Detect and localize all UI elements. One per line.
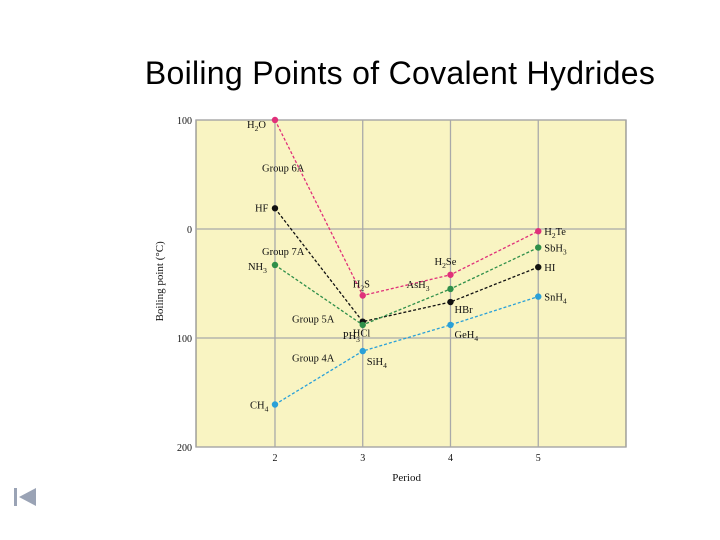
point-label: HF [255, 203, 269, 214]
x-tick-label: 3 [360, 453, 365, 464]
point-label: SiH4​ [367, 357, 387, 370]
point-label: NH3​ [248, 262, 267, 275]
y-tick-label: 0 [187, 225, 192, 236]
point-label: PH3​ [343, 331, 360, 344]
point-label: HI [544, 263, 556, 274]
series-label: Group 7A [262, 247, 305, 258]
data-point [535, 293, 542, 300]
series-label: Group 6A [262, 163, 305, 174]
y-tick-label: 100 [177, 334, 192, 345]
y-tick-label: 200 [177, 443, 192, 454]
point-label: H2​Te [544, 227, 566, 240]
point-label: H2​Se [434, 257, 456, 270]
series-label: Group 5A [292, 314, 335, 325]
first-slide-icon[interactable] [12, 486, 38, 508]
data-point [359, 321, 366, 329]
slide-title: Boiling Points of Covalent Hydrides [144, 55, 656, 91]
data-point [271, 205, 279, 212]
data-point [271, 401, 279, 408]
data-point [535, 227, 542, 235]
point-label: SnH4​ [544, 293, 567, 306]
series-line [274, 295, 539, 406]
data-point [271, 116, 279, 124]
data-point [447, 321, 454, 329]
point-label: HCl [353, 329, 371, 340]
x-tick-label: 4 [448, 453, 453, 464]
point-label: HBr [454, 305, 473, 316]
x-axis-label: Period [392, 472, 421, 484]
series-line [274, 119, 539, 297]
point-label: H2​O [247, 120, 266, 133]
data-point [447, 298, 454, 306]
point-label: H2​S [353, 279, 370, 292]
y-tick-label: 100 [177, 116, 192, 127]
series-label: Group 4A [292, 354, 335, 365]
x-tick-label: 5 [536, 453, 541, 464]
series-line [274, 207, 539, 323]
data-point [535, 244, 542, 251]
point-label: SbH3​ [544, 244, 567, 257]
point-label: AsH3​ [406, 280, 429, 293]
point-label: GeH4​ [454, 330, 478, 343]
data-point [359, 292, 366, 299]
data-point [447, 271, 454, 278]
data-point [271, 261, 279, 269]
data-point [447, 285, 454, 293]
data-point [359, 347, 366, 355]
x-tick-label: 2 [272, 453, 277, 464]
y-axis-label: Boiling point (°C) [154, 241, 166, 322]
data-point [535, 263, 542, 271]
point-label: CH4​ [250, 400, 269, 413]
